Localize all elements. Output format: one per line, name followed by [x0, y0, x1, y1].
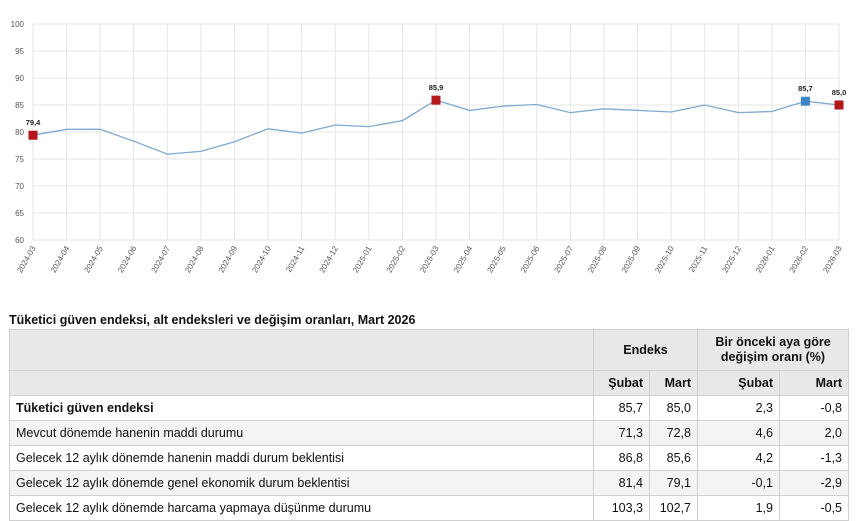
y-tick-label: 85: [15, 101, 24, 110]
x-tick-label: 2026-03: [821, 244, 844, 274]
x-tick-label: 2024-03: [15, 244, 38, 274]
cell: 2,3: [697, 395, 780, 421]
y-tick-label: 60: [15, 236, 24, 245]
row-label-header: [9, 329, 594, 371]
row-label: Tüketici güven endeksi: [9, 395, 594, 421]
table-row: Tüketici güven endeksi 85,7 85,0 2,3 -0,…: [9, 395, 850, 421]
sub-header-index-mar: Mart: [649, 370, 698, 396]
cell: -0,8: [778, 395, 850, 421]
y-axis-ticks: 60 65 70 75 80 85 90 95 100: [11, 20, 25, 245]
table-row: Gelecek 12 aylık dönemde genel ekonomik …: [9, 470, 850, 496]
y-tick-label: 95: [15, 47, 24, 56]
data-label: 85,9: [429, 83, 444, 92]
x-tick-label: 2026-01: [754, 244, 777, 274]
cell: 85,7: [593, 395, 650, 421]
cell: 2,0: [778, 420, 850, 446]
cell: 86,8: [593, 445, 650, 471]
data-label: 85,0: [832, 88, 847, 97]
cell: 102,7: [649, 495, 698, 521]
cell: 85,0: [649, 395, 698, 421]
x-tick-label: 2025-04: [452, 244, 475, 274]
x-tick-label: 2024-12: [318, 244, 341, 274]
x-tick-label: 2025-01: [351, 244, 374, 274]
row-label: Gelecek 12 aylık dönemde harcama yapmaya…: [9, 495, 594, 521]
x-tick-label: 2024-05: [82, 244, 105, 274]
sub-header-change-feb: Şubat: [697, 370, 780, 396]
data-label: 85,7: [798, 84, 813, 93]
x-tick-label: 2024-07: [150, 244, 173, 274]
y-tick-label: 90: [15, 74, 24, 83]
sub-header-change-mar: Mart: [778, 370, 850, 396]
x-tick-label: 2025-12: [721, 244, 744, 274]
index-group-header: Endeks: [593, 329, 698, 371]
x-tick-label: 2025-07: [553, 244, 576, 274]
x-tick-label: 2024-08: [183, 244, 206, 274]
cell: -0,1: [697, 470, 780, 496]
x-tick-label: 2025-09: [620, 244, 643, 274]
data-labels: 79,4 85,9 85,7 85,0: [26, 83, 847, 127]
cell: 71,3: [593, 420, 650, 446]
x-tick-label: 2024-06: [116, 244, 139, 274]
y-tick-label: 75: [15, 155, 24, 164]
cell: 4,2: [697, 445, 780, 471]
point-markers: [28, 95, 844, 140]
point-marker: [800, 96, 810, 106]
table-row: Mevcut dönemde hanenin maddi durumu 71,3…: [9, 420, 850, 446]
sub-header-blank: [9, 370, 594, 396]
cell: -1,3: [778, 445, 850, 471]
cell: 103,3: [593, 495, 650, 521]
row-label: Gelecek 12 aylık dönemde hanenin maddi d…: [9, 445, 594, 471]
point-marker: [431, 95, 441, 105]
x-tick-label: 2025-06: [519, 244, 542, 274]
row-label: Mevcut dönemde hanenin maddi durumu: [9, 420, 594, 446]
x-tick-label: 2024-11: [284, 244, 306, 274]
x-tick-label: 2025-10: [653, 244, 676, 274]
cell: 1,9: [697, 495, 780, 521]
cell: 4,6: [697, 420, 780, 446]
x-tick-label: 2024-09: [217, 244, 240, 274]
point-marker: [28, 130, 38, 140]
cell: 81,4: [593, 470, 650, 496]
confidence-index-table: Endeks Bir önceki aya göre değişim oranı…: [9, 329, 850, 521]
point-marker: [834, 100, 844, 110]
cell: 79,1: [649, 470, 698, 496]
x-tick-label: 2024-10: [250, 244, 273, 274]
x-axis-ticks: 2024-03 2024-04 2024-05 2024-06 2024-07 2024-…: [15, 244, 844, 274]
y-tick-label: 80: [15, 128, 24, 137]
x-tick-label: 2025-03: [418, 244, 441, 274]
x-tick-label: 2025-05: [485, 244, 508, 274]
cell: 72,8: [649, 420, 698, 446]
table-row: Gelecek 12 aylık dönemde hanenin maddi d…: [9, 445, 850, 471]
gridlines: [32, 23, 840, 241]
change-group-header: Bir önceki aya göre değişim oranı (%): [696, 329, 850, 371]
x-tick-label: 2025-08: [586, 244, 609, 274]
table-row: Gelecek 12 aylık dönemde harcama yapmaya…: [9, 495, 850, 521]
y-tick-label: 65: [15, 209, 24, 218]
cell: 85,6: [649, 445, 698, 471]
x-tick-label: 2026-02: [788, 244, 811, 274]
row-label: Gelecek 12 aylık dönemde genel ekonomik …: [9, 470, 594, 496]
x-tick-label: 2025-02: [385, 244, 408, 274]
x-tick-label: 2024-04: [49, 244, 72, 274]
table-title: Tüketici güven endeksi, alt endeksleri v…: [9, 313, 416, 327]
sub-header-index-feb: Şubat: [593, 370, 650, 396]
x-tick-label: 2025-11: [687, 244, 709, 274]
data-label: 79,4: [26, 118, 41, 127]
y-tick-label: 70: [15, 182, 24, 191]
cell: -2,9: [778, 470, 850, 496]
y-tick-label: 100: [11, 20, 25, 29]
cell: -0,5: [778, 495, 850, 521]
